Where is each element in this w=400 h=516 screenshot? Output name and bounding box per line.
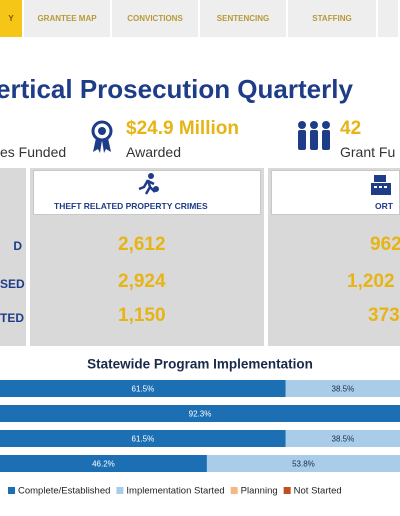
column-header-text: THEFT RELATED PROPERTY CRIMES [54,201,208,211]
nav-tab[interactable]: Y [0,0,24,37]
award-icon [91,120,113,153]
stat-label: Grant Fu [340,144,396,160]
table-cell: 2,612 [118,234,166,255]
bar-segment [0,455,207,472]
bar-segment [0,380,286,397]
implementation-chart: Statewide Program Implementation 61.5% 38… [0,357,400,497]
legend-swatch [283,487,291,494]
bar-segment [0,405,400,422]
stat-value: $24.9 Million [126,118,239,139]
chart-title: Statewide Program Implementation [87,357,313,372]
page-title: ertical Prosecution Quarterly [0,74,353,104]
value-label: 61.5% [132,435,155,444]
row-label: TED [0,311,24,325]
value-label: 38.5% [332,385,355,394]
theft-icon [138,173,159,195]
bar-segment [0,430,286,447]
value-label: 61.5% [132,385,155,394]
nav-tab[interactable]: CONVICTIONS [112,0,200,37]
legend-label: Planning [241,486,278,497]
bar-segment [285,380,400,397]
nav-tab[interactable] [378,0,400,37]
nav-tab[interactable]: STAFFING [288,0,378,37]
value-label: 92.3% [189,410,212,419]
bar-segment [206,455,400,472]
legend-label: Not Started [294,486,342,497]
register-icon [371,175,391,195]
table-cell: 962 [370,234,400,255]
row-label: SED [0,277,25,291]
bar-segment [285,430,400,447]
nav-bar: Y GRANTEE MAP CONVICTIONS SENTENCING STA… [0,0,400,37]
stat-label: es Funded [0,144,67,160]
row-header-panel [0,168,26,346]
stat-value: 42 [340,118,362,139]
stat-label: Awarded [126,144,182,160]
nav-tab[interactable]: GRANTEE MAP [24,0,112,37]
nav-tab[interactable]: SENTENCING [200,0,288,37]
legend-label: Implementation Started [126,486,224,497]
legend-swatch [230,487,238,494]
value-label: 38.5% [332,435,355,444]
value-label: 53.8% [292,460,315,469]
column-header-text: ORT [375,201,393,211]
row-label: D [13,239,22,253]
table-cell: 1,202 [347,271,395,292]
people-icon [298,121,330,150]
legend-swatch [8,487,15,494]
legend-swatch [116,487,124,494]
table-cell: 2,924 [118,271,166,292]
value-label: 46.2% [92,460,115,469]
table-cell: 373 [368,305,400,326]
table-cell: 1,150 [118,305,166,326]
legend-label: Complete/Established [18,486,110,497]
